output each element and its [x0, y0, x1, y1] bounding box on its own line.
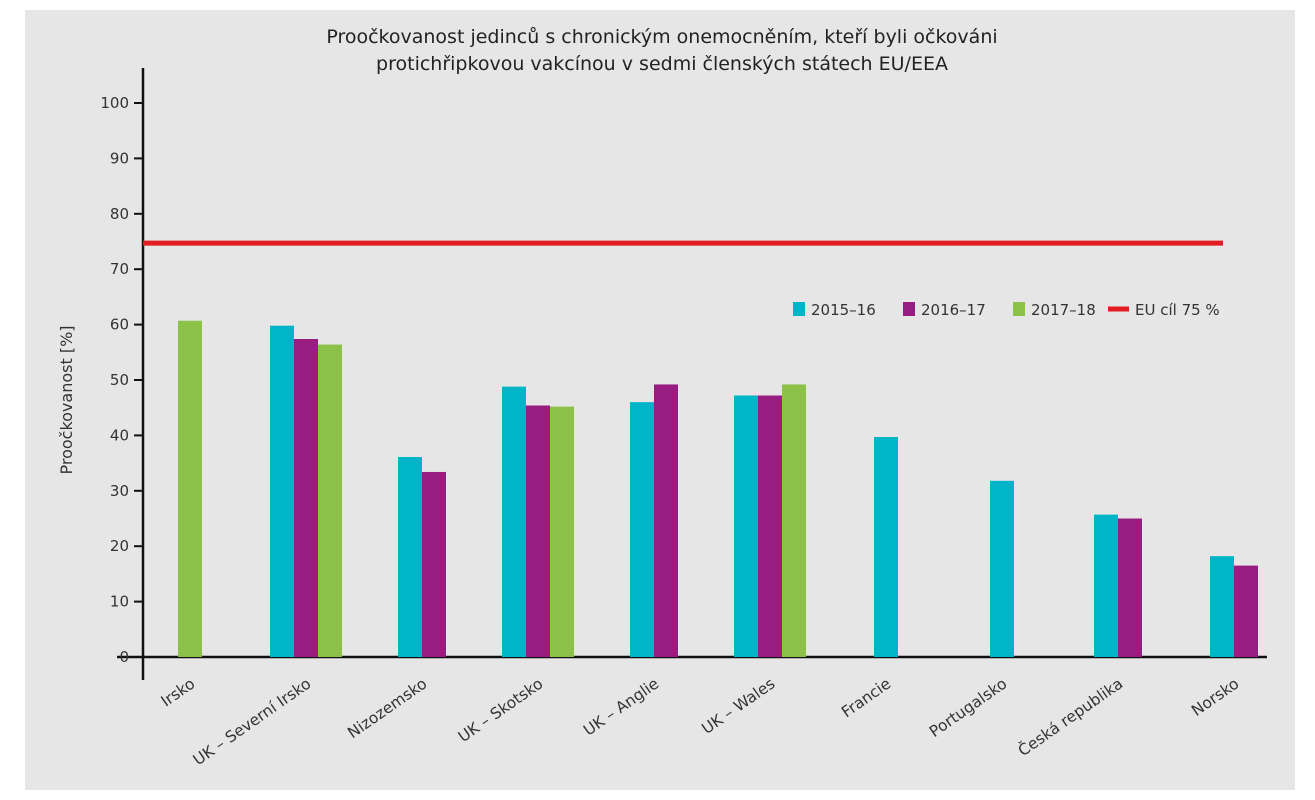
bar-norsko-2016-17: [1234, 565, 1258, 657]
legend-label: 2015–16: [811, 301, 876, 319]
bar-uk-severn-irsko-2016-17: [294, 339, 318, 657]
bar-irsko-2017-18: [178, 320, 202, 657]
chart-title-line-1: Proočkovanost jedinců s chronickým onemo…: [326, 26, 997, 48]
bar-nizozemsko-2015-16: [398, 457, 422, 657]
chart-title-line-2: protichřipkovou vakcínou v sedmi členský…: [376, 53, 948, 75]
x-category-label: UK – Skotsko: [455, 675, 546, 746]
bar-uk-wales-2016-17: [758, 395, 782, 657]
bar-uk-severn-irsko-2017-18: [318, 344, 342, 657]
x-category-label: Francie: [838, 675, 894, 722]
bar-nizozemsko-2016-17: [422, 471, 446, 657]
bar-esk-republika-2016-17: [1118, 518, 1142, 657]
legend: 2015–16 2016–17 2017–18 EU cíl 75 %: [793, 301, 1220, 319]
y-tick-label: 20: [110, 537, 129, 555]
y-tick-label: 10: [110, 593, 129, 611]
bar-uk-skotsko-2015-16: [502, 386, 526, 657]
y-tick-label: 70: [110, 260, 129, 278]
legend-label: EU cíl 75 %: [1135, 301, 1220, 319]
x-category-label: Nizozemsko: [344, 675, 430, 743]
bar-uk-severn-irsko-2015-16: [270, 325, 294, 657]
bar-norsko-2015-16: [1210, 556, 1234, 657]
legend-label: 2017–18: [1031, 301, 1096, 319]
y-tick-label: 40: [110, 426, 129, 444]
x-category-label: UK – Wales: [698, 675, 778, 738]
x-category-label: UK – Severní Irsko: [190, 675, 314, 770]
bar-esk-republika-2015-16: [1094, 514, 1118, 657]
y-axis-label: Proočkovanost [%]: [57, 325, 76, 474]
x-category-label: Norsko: [1188, 675, 1242, 720]
x-category-label: Česká republika: [1014, 674, 1126, 760]
chart-panel: Proočkovanost jedinců s chronickým onemo…: [25, 10, 1295, 790]
bar-uk-anglie-2016-17: [654, 384, 678, 657]
y-tick-label: 80: [110, 205, 129, 223]
legend-swatch-2015-16: [793, 302, 805, 316]
bar-portugalsko-2015-16: [990, 480, 1014, 657]
bar-uk-skotsko-2016-17: [526, 405, 550, 657]
bar-uk-skotsko-2017-18: [550, 406, 574, 657]
x-category-label: Portugalsko: [926, 675, 1010, 741]
y-tick-label: 90: [110, 149, 129, 167]
y-tick-label: 0: [119, 648, 129, 666]
y-tick-label: 50: [110, 371, 129, 389]
x-category-label: UK – Anglie: [580, 675, 662, 740]
chart: Proočkovanost jedinců s chronickým onemo…: [57, 26, 1267, 769]
bar-francie-2015-16: [874, 437, 898, 657]
y-tick-label: 60: [110, 316, 129, 334]
legend-swatch-2017-18: [1013, 302, 1025, 316]
legend-label: 2016–17: [921, 301, 986, 319]
y-tick-label: 100: [100, 94, 129, 112]
legend-swatch-2016-17: [903, 302, 915, 316]
bar-uk-wales-2017-18: [782, 384, 806, 657]
bar-uk-anglie-2015-16: [630, 402, 654, 657]
y-tick-label: 30: [110, 482, 129, 500]
x-category-label: Irsko: [158, 675, 199, 711]
bars: [178, 320, 1258, 657]
bar-uk-wales-2015-16: [734, 395, 758, 657]
